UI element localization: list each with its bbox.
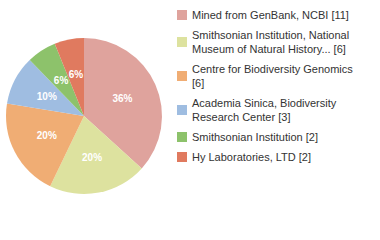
svg-text:6%: 6% xyxy=(54,75,69,86)
svg-text:Research Center [3]: Research Center [3] xyxy=(192,111,290,123)
svg-text:[6]: [6] xyxy=(192,77,204,89)
svg-text:6%: 6% xyxy=(69,69,84,80)
svg-text:Museum of Natural History... [: Museum of Natural History... [6] xyxy=(192,43,346,55)
svg-text:Hy Laboratories, LTD [2]: Hy Laboratories, LTD [2] xyxy=(192,151,311,163)
svg-text:Academia Sinica, Biodiversity: Academia Sinica, Biodiversity xyxy=(192,97,339,109)
svg-text:20%: 20% xyxy=(82,152,102,163)
svg-text:36%: 36% xyxy=(112,93,132,104)
svg-text:20%: 20% xyxy=(37,130,57,141)
svg-text:10%: 10% xyxy=(37,91,57,102)
svg-text:Smithsonian Institution, Natio: Smithsonian Institution, National xyxy=(192,29,352,41)
svg-text:Mined from GenBank, NCBI [11]: Mined from GenBank, NCBI [11] xyxy=(192,9,349,21)
svg-text:Centre for Biodiversity Genomi: Centre for Biodiversity Genomics xyxy=(192,63,356,75)
svg-text:Smithsonian Institution [2]: Smithsonian Institution [2] xyxy=(192,131,318,143)
